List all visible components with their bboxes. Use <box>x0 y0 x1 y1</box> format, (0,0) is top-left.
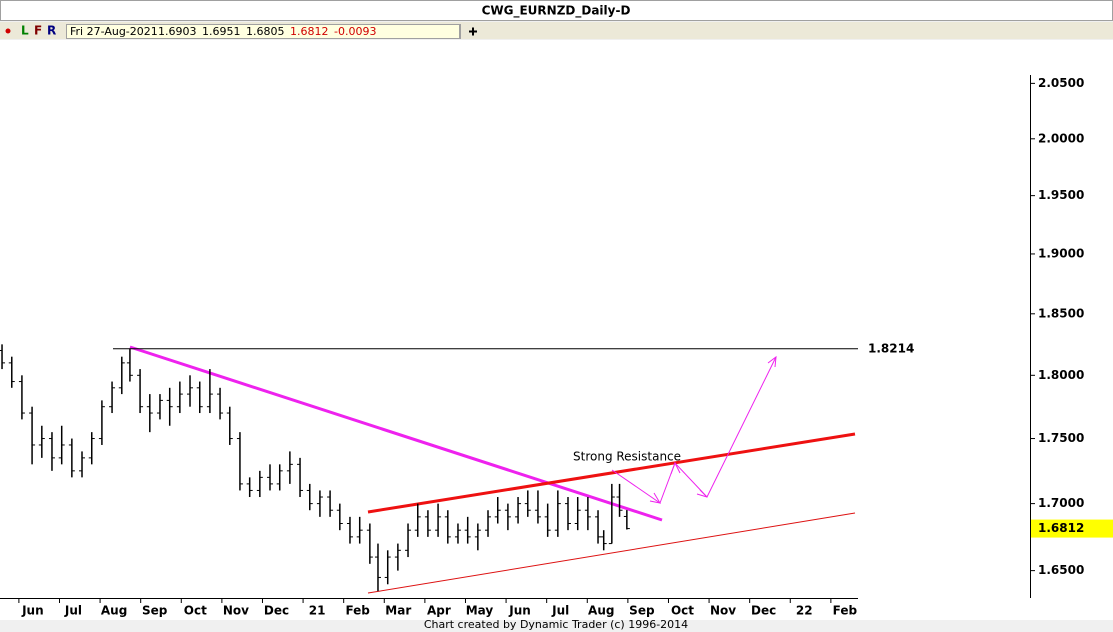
toolbar-sep <box>460 24 461 39</box>
level-label: 1.8214 <box>868 341 914 355</box>
info-high: 1.6951 <box>202 25 241 38</box>
x-tick-label: Jul <box>64 604 82 618</box>
trendline-down <box>129 345 663 522</box>
button-f[interactable]: F <box>34 24 42 38</box>
y-tick-label: 1.7000 <box>1038 496 1084 510</box>
plot-area <box>0 40 1030 598</box>
info-box <box>66 24 460 39</box>
support-line <box>367 512 856 594</box>
x-tick-label: Nov <box>710 604 736 618</box>
x-tick-label: Feb <box>833 604 858 618</box>
x-tick-label: Feb <box>345 604 370 618</box>
projection-arrows <box>611 355 777 504</box>
x-tick-label: Jul <box>551 604 569 618</box>
x-tick-label: Aug <box>101 604 127 618</box>
info-date: Fri 27-Aug-2021 <box>70 25 158 38</box>
x-tick-label: Nov <box>223 604 249 618</box>
y-tick-label: 1.7500 <box>1038 431 1084 445</box>
info-change: -0.0093 <box>334 25 376 38</box>
x-tick-label: Sep <box>142 604 168 618</box>
x-tick-label: Dec <box>751 604 776 618</box>
x-tick-label: 22 <box>796 604 813 618</box>
add-button[interactable] <box>469 27 477 36</box>
status-dot <box>5 28 11 34</box>
window-title: CWG_EURNZD_Daily-D <box>482 4 631 19</box>
arrow-heads <box>649 355 777 504</box>
x-axis-strip <box>0 598 1030 620</box>
y-tick-label: 2.0000 <box>1038 131 1084 145</box>
x-tick-label: Oct <box>184 604 207 618</box>
x-tick-label: May <box>466 604 494 618</box>
y-tick-label: 1.6500 <box>1038 563 1084 577</box>
price-marker-label: 1.6812 <box>1038 521 1084 535</box>
y-tick-label: 1.8000 <box>1038 368 1084 382</box>
y-tick-label: 2.0500 <box>1038 76 1084 90</box>
price-marker <box>1031 519 1113 538</box>
x-tick-label: Dec <box>264 604 289 618</box>
y-tick-label: 1.9000 <box>1038 246 1084 260</box>
button-l[interactable]: L <box>21 24 29 38</box>
info-open: 1.6903 <box>158 25 197 38</box>
x-tick-label: Aug <box>588 604 614 618</box>
info-close: 1.6812 <box>290 25 329 38</box>
resistance-line <box>367 432 856 514</box>
x-tick-label: Jun <box>21 604 44 618</box>
info-low: 1.6805 <box>246 25 285 38</box>
y-tick-label: 1.9500 <box>1038 188 1084 202</box>
x-tick-label: Oct <box>671 604 694 618</box>
x-tick-label: 21 <box>309 604 326 618</box>
y-tick-label: 1.8500 <box>1038 306 1084 320</box>
footer: Chart created by Dynamic Trader (c) 1996… <box>424 618 688 631</box>
x-tick-label: Mar <box>385 604 411 618</box>
x-tick-label: Apr <box>427 604 451 618</box>
annotation-text: Strong Resistance <box>573 450 681 464</box>
x-tick-label: Sep <box>629 604 655 618</box>
button-r[interactable]: R <box>47 24 56 38</box>
x-tick-label: Jun <box>508 604 531 618</box>
